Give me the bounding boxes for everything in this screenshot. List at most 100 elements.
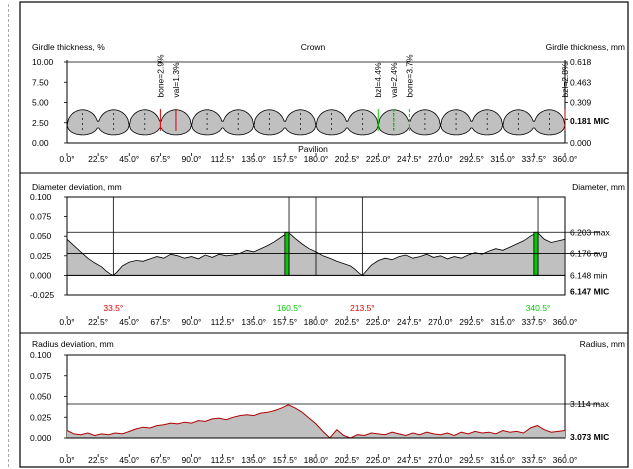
diameter-deviation-chart: Diameter deviation, mm Diameter, mm 0.10… bbox=[30, 182, 625, 327]
diameter-angle-marker: 340.5° bbox=[526, 303, 551, 313]
girdle-x-tick-label: 180.0° bbox=[304, 154, 329, 164]
radius-x-tick-label: 202.5° bbox=[335, 455, 360, 465]
diameter-x-tick-label: 90.0° bbox=[182, 317, 202, 327]
diameter-angle-marker: 33.5° bbox=[103, 303, 123, 313]
girdle-annotation-label: bone=2.9% bbox=[155, 54, 165, 98]
diameter-left-title: Diameter deviation, mm bbox=[32, 182, 122, 192]
radius-x-tick-label: 270.0° bbox=[428, 455, 453, 465]
radius-x-tick-label: 0.0° bbox=[59, 455, 74, 465]
crown-label: Crown bbox=[301, 42, 326, 52]
diameter-x-tick-label: 360.0° bbox=[553, 317, 578, 327]
girdle-thickness-chart: Girdle thickness, % Girdle thickness, mm… bbox=[32, 42, 625, 164]
diameter-right-label: 6.147 MIC bbox=[570, 286, 609, 296]
diameter-x-tick-label: 0.0° bbox=[59, 317, 74, 327]
radius-right-title: Radius, mm bbox=[580, 339, 625, 349]
radius-x-tick-label: 225.0° bbox=[366, 455, 391, 465]
diameter-right-title: Diameter, mm bbox=[572, 182, 625, 192]
radius-x-tick-label: 292.5° bbox=[459, 455, 484, 465]
radius-deviation-area bbox=[67, 404, 565, 438]
girdle-y-tick-label: 2.50 bbox=[32, 118, 49, 128]
radius-x-tick-label: 135.0° bbox=[241, 455, 266, 465]
radius-x-tick-label: 360.0° bbox=[553, 455, 578, 465]
radius-x-tick-label: 45.0° bbox=[119, 455, 139, 465]
girdle-mic-label: 0.181 MIC bbox=[570, 116, 609, 126]
diameter-angle-marker: 213.5° bbox=[350, 303, 375, 313]
girdle-x-tick-label: 225.0° bbox=[366, 154, 391, 164]
girdle-x-tick-label: 292.5° bbox=[459, 154, 484, 164]
radius-y-tick-label: 0.000 bbox=[30, 433, 52, 443]
diameter-y-tick-label: 0.050 bbox=[30, 231, 52, 241]
girdle-annotation-label: val=1.3% bbox=[171, 62, 181, 98]
radius-deviation-line bbox=[66, 404, 566, 439]
radius-x-tick-label: 180.0° bbox=[304, 455, 329, 465]
diameter-x-tick-label: 270.0° bbox=[428, 317, 453, 327]
girdle-annotation-label: bone=3.7% bbox=[404, 54, 414, 98]
diameter-x-tick-label: 112.5° bbox=[211, 317, 235, 327]
diameter-right-label: 6.203 max bbox=[570, 227, 610, 237]
diameter-y-tick-label: 0.025 bbox=[30, 251, 52, 261]
girdle-x-tick-label: 67.5° bbox=[150, 154, 170, 164]
diameter-x-tick-label: 202.5° bbox=[335, 317, 360, 327]
girdle-y-tick-label: 0.00 bbox=[32, 138, 49, 148]
radius-x-tick-label: 157.5° bbox=[273, 455, 298, 465]
girdle-x-tick-label: 45.0° bbox=[119, 154, 139, 164]
diameter-x-tick-label: 180.0° bbox=[304, 317, 329, 327]
girdle-right-tick-label: 0.309 bbox=[570, 98, 592, 108]
radius-deviation-chart: Radius deviation, mm Radius, mm 0.100 0.0… bbox=[30, 339, 625, 465]
radius-x-tick-label: 90.0° bbox=[182, 455, 202, 465]
radius-y-tick-label: 0.075 bbox=[30, 371, 52, 381]
radius-x-tick-label: 67.5° bbox=[150, 455, 170, 465]
girdle-right-tick-label: 0.000 bbox=[570, 138, 592, 148]
diameter-y-tick-label: 0.000 bbox=[30, 270, 52, 280]
girdle-x-tick-label: 315.0° bbox=[490, 154, 515, 164]
radius-y-tick-label: 0.025 bbox=[30, 412, 52, 422]
girdle-x-tick-label: 202.5° bbox=[335, 154, 360, 164]
radius-x-tick-label: 247.5° bbox=[397, 455, 422, 465]
girdle-x-tick-label: 247.5° bbox=[397, 154, 422, 164]
girdle-annotation-label: bzl=2.8% bbox=[560, 62, 570, 98]
girdle-y-tick-label: 10.00 bbox=[32, 57, 54, 67]
diameter-x-tick-label: 225.0° bbox=[366, 317, 391, 327]
girdle-right-title: Girdle thickness, mm bbox=[546, 42, 625, 52]
radius-y-tick-label: 0.050 bbox=[30, 392, 52, 402]
diameter-y-tick-label: 0.075 bbox=[30, 212, 52, 222]
girdle-x-tick-label: 0.0° bbox=[59, 154, 74, 164]
radius-y-tick-label: 0.100 bbox=[30, 350, 52, 360]
diameter-x-tick-label: 337.5° bbox=[522, 317, 547, 327]
radius-x-tick-label: 315.0° bbox=[490, 455, 515, 465]
diameter-x-tick-label: 157.5° bbox=[273, 317, 298, 327]
radius-x-tick-label: 337.5° bbox=[522, 455, 547, 465]
radius-x-tick-label: 112.5° bbox=[211, 455, 235, 465]
radius-x-tick-label: 22.5° bbox=[88, 455, 108, 465]
diameter-x-tick-label: 315.0° bbox=[490, 317, 515, 327]
girdle-x-tick-label: 90.0° bbox=[182, 154, 202, 164]
girdle-x-tick-label: 270.0° bbox=[428, 154, 453, 164]
diameter-right-label: 6.148 min bbox=[570, 270, 608, 280]
girdle-annotation-label: val=2.4% bbox=[389, 62, 399, 98]
diameter-x-tick-label: 45.0° bbox=[119, 317, 139, 327]
radius-right-label: 3.073 MIC bbox=[570, 432, 609, 442]
girdle-x-tick-label: 22.5° bbox=[88, 154, 108, 164]
outer-frame bbox=[19, 1, 629, 468]
pavilion-label: Pavilion bbox=[298, 144, 328, 154]
diameter-y-tick-label: -0.025 bbox=[30, 290, 54, 300]
girdle-right-tick-label: 0.463 bbox=[570, 77, 592, 87]
girdle-annotation-label: bzl=4.4% bbox=[373, 62, 383, 98]
diameter-x-tick-label: 292.5° bbox=[459, 317, 484, 327]
girdle-x-tick-label: 157.5° bbox=[273, 154, 298, 164]
diameter-x-tick-label: 22.5° bbox=[88, 317, 108, 327]
girdle-right-tick-label: 0.618 bbox=[570, 57, 592, 67]
girdle-x-tick-label: 112.5° bbox=[211, 154, 235, 164]
girdle-left-title: Girdle thickness, % bbox=[32, 42, 105, 52]
girdle-y-tick-label: 7.50 bbox=[32, 77, 49, 87]
girdle-x-tick-label: 135.0° bbox=[241, 154, 266, 164]
girdle-y-tick-label: 5.00 bbox=[32, 98, 49, 108]
girdle-x-tick-label: 337.5° bbox=[522, 154, 547, 164]
diameter-x-tick-label: 247.5° bbox=[397, 317, 422, 327]
diameter-y-tick-label: 0.100 bbox=[30, 192, 52, 202]
diameter-x-tick-label: 67.5° bbox=[150, 317, 170, 327]
diameter-angle-marker: 160.5° bbox=[277, 303, 302, 313]
radius-right-label: 3.114 max bbox=[570, 399, 610, 409]
girdle-x-tick-label: 360.0° bbox=[553, 154, 578, 164]
